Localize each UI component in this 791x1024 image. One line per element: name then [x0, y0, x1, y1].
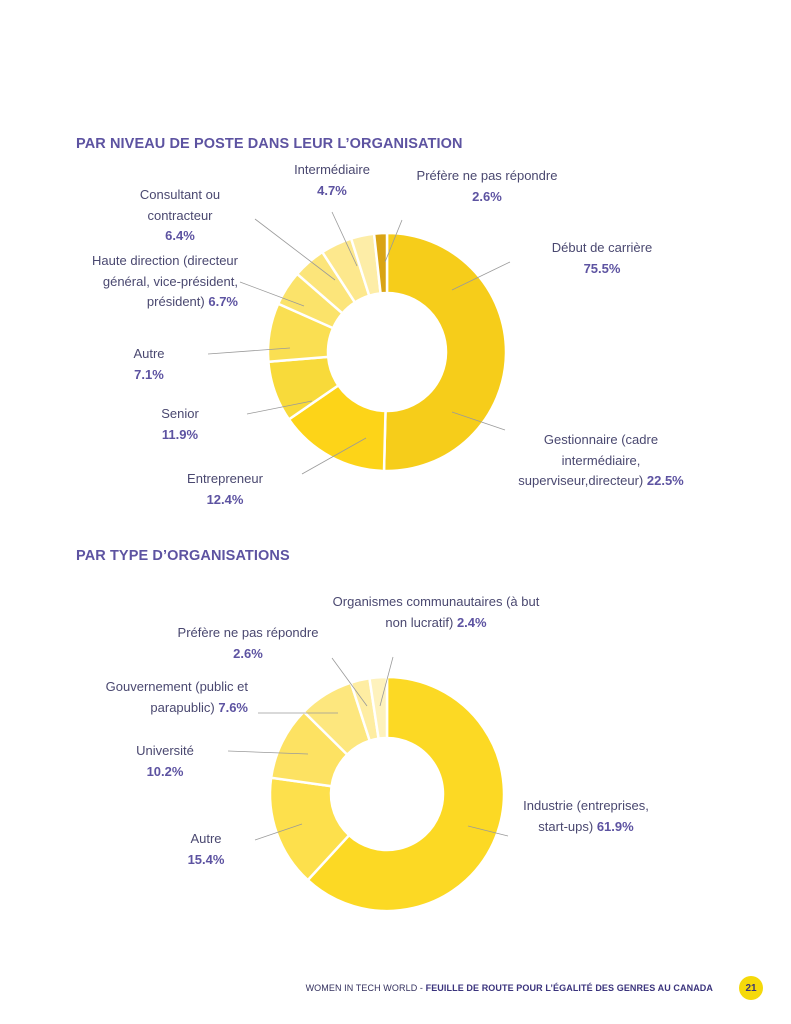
chart1-value-8: 2.6%	[472, 188, 502, 204]
chart1-leader-line-6	[254, 218, 336, 281]
chart1-label-6-line-0: Consultant ou	[139, 187, 221, 202]
chart1-leader-line-5	[239, 281, 305, 307]
chart1-slice-0	[382, 231, 508, 473]
chart1-value-7: 4.7%	[317, 182, 347, 198]
chart1-value-4: 7.1%	[134, 366, 164, 382]
chart2-label-3-line-0: Gouvernement (public et	[105, 679, 248, 694]
chart1-label-0: Début de carrière 75.5%	[527, 238, 677, 279]
chart1-label-1: Gestionnaire (cadre intermédiaire, supervi…	[508, 430, 694, 492]
chart1-leader-line-2	[301, 437, 367, 475]
chart2-label-3: Gouvernement (public et parapublic) 7.6%	[70, 677, 248, 718]
chart2-value-2: 10.2%	[146, 763, 184, 779]
chart2-label-4-line-0: Préfère ne pas répondre	[177, 625, 319, 640]
chart1-slice-8	[372, 231, 389, 295]
chart1-label-5-line-0: Haute direction (directeur	[92, 253, 238, 268]
chart2-leader-line-4	[331, 657, 368, 707]
chart2-label-0-line-1: start-ups)	[538, 818, 594, 834]
chart2-label-0: Industrie (entreprises, start-ups) 61.9%	[506, 796, 666, 837]
chart1-leader-line-8	[384, 219, 403, 263]
chart1-leader-line-0	[451, 261, 511, 291]
chart1-leader-line-3	[246, 400, 313, 415]
chart1-value-5: 6.7%	[208, 294, 238, 309]
footer-regular: WOMEN IN TECH WORLD -	[305, 983, 426, 993]
chart2-leader-line-1	[254, 823, 303, 841]
chart2-leader-line-0	[467, 825, 509, 837]
chart1-label-7-line-0: Intermédiaire	[294, 162, 370, 177]
chart1-leader-line-1	[451, 411, 506, 431]
chart1-label-0-line-0: Début de carrière	[551, 240, 653, 255]
chart1-value-2: 12.4%	[206, 491, 244, 507]
chart2-slice-5	[368, 675, 389, 741]
chart2-value-0: 61.9%	[596, 818, 634, 834]
chart1-value-3: 11.9%	[161, 426, 199, 442]
chart1-label-4: Autre 7.1%	[120, 344, 178, 385]
chart1-value-1: 22.5%	[646, 473, 684, 488]
chart1-label-6-line-1: contracteur	[147, 207, 213, 223]
chart2-value-4: 2.6%	[233, 645, 263, 661]
chart1-label-8: Préfère ne pas répondre 2.6%	[399, 166, 575, 207]
chart2-label-0-line-0: Industrie (entreprises,	[523, 798, 649, 813]
chart1-value-6: 6.4%	[165, 228, 195, 243]
chart1-label-8-line-0: Préfère ne pas répondre	[416, 168, 558, 183]
chart1-label-7: Intermédiaire 4.7%	[280, 160, 384, 201]
chart2-value-1: 15.4%	[187, 851, 225, 867]
chart2-label-4: Préfère ne pas répondre 2.6%	[160, 623, 336, 664]
chart1-title: PAR NIVEAU DE POSTE DANS LEUR L’ORGANISA…	[76, 136, 463, 152]
chart1-label-4-line-0: Autre	[133, 346, 165, 361]
chart1-leader-line-7	[331, 211, 358, 267]
chart2-slice-0	[306, 675, 506, 913]
chart2-label-3-line-1: parapublic)	[150, 699, 215, 715]
chart1-label-5-line-2: président)	[146, 294, 205, 309]
chart2-label-2: Université 10.2%	[125, 741, 205, 782]
page-number: 21	[739, 976, 763, 1000]
chart2-label-5-line-1: non lucratif)	[385, 614, 454, 630]
footer-text: WOMEN IN TECH WORLD - FEUILLE DE ROUTE P…	[306, 983, 713, 993]
chart2-label-1-line-0: Autre	[190, 831, 222, 846]
chart2-leader-line-2	[227, 750, 309, 755]
chart2-label-1: Autre 15.4%	[176, 829, 236, 870]
chart1-label-3: Senior 11.9%	[150, 404, 210, 445]
chart2-value-3: 7.6%	[218, 699, 248, 715]
chart1-value-0: 75.5%	[583, 260, 621, 276]
chart2-label-5-line-0: Organismes communautaires (à but	[332, 594, 540, 609]
chart2-leader-line-5	[379, 656, 394, 707]
chart1-label-1-line-1: intermédiaire,	[561, 452, 641, 468]
chart1-label-5: Haute direction (directeur général, vice-…	[50, 251, 238, 313]
chart1-label-5-line-1: général, vice-président,	[102, 273, 238, 289]
chart1-label-1-line-0: Gestionnaire (cadre	[543, 432, 659, 447]
chart1-label-1-line-2: superviseur,directeur)	[518, 473, 644, 488]
chart1-label-2-line-0: Entrepreneur	[187, 471, 263, 486]
chart2-label-2-line-0: Université	[136, 743, 194, 758]
chart1-label-2: Entrepreneur 12.4%	[176, 469, 274, 510]
chart2-value-5: 2.4%	[456, 614, 487, 630]
chart1-label-6: Consultant ou contracteur 6.4%	[126, 185, 234, 247]
footer-bold: FEUILLE DE ROUTE POUR L’ÉGALITÉ DES GENR…	[425, 983, 713, 993]
chart1-leader-line-4	[207, 347, 291, 355]
chart2-title: PAR TYPE D’ORGANISATIONS	[76, 548, 290, 564]
chart1-label-3-line-0: Senior	[161, 406, 199, 421]
chart2-label-5: Organismes communautaires (à but non lucr…	[312, 592, 560, 633]
